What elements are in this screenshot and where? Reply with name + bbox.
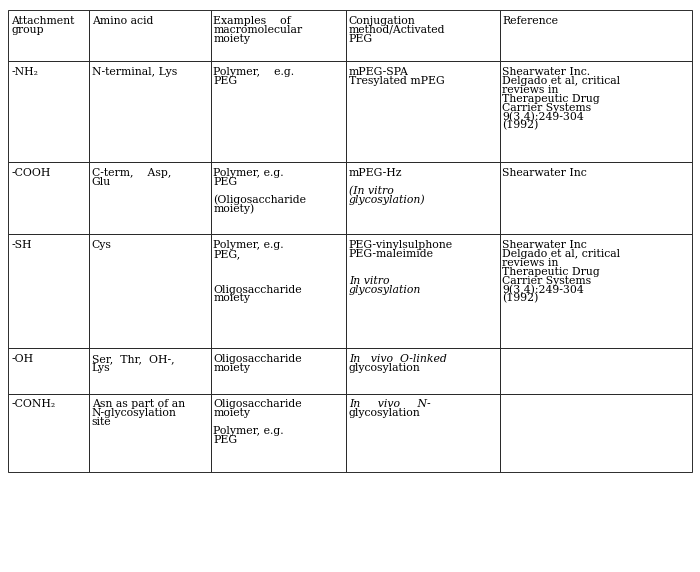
Text: Cys: Cys	[92, 240, 112, 250]
Text: Polymer, e.g.: Polymer, e.g.	[214, 168, 284, 178]
Text: site: site	[92, 417, 111, 427]
Text: PEG: PEG	[214, 76, 237, 86]
Text: -OH: -OH	[11, 354, 34, 364]
Text: moiety: moiety	[214, 408, 251, 418]
Text: macromolecular: macromolecular	[214, 25, 302, 35]
Text: glycosylation: glycosylation	[349, 408, 421, 418]
Bar	[346, 348, 500, 394]
Text: (Oligosaccharide: (Oligosaccharide	[214, 194, 307, 205]
Text: reviews in: reviews in	[503, 258, 559, 268]
Text: Lys: Lys	[92, 363, 111, 373]
Bar	[8, 10, 89, 61]
Bar	[211, 394, 346, 472]
Text: moiety: moiety	[214, 363, 251, 373]
Bar	[500, 10, 692, 61]
Text: PEG: PEG	[214, 177, 237, 187]
Bar	[8, 61, 89, 162]
Text: mPEG-Hz: mPEG-Hz	[349, 168, 402, 178]
Bar	[500, 348, 692, 394]
Text: (1992): (1992)	[503, 293, 539, 304]
Text: Amino acid: Amino acid	[92, 16, 153, 26]
Text: Therapeutic Drug: Therapeutic Drug	[503, 267, 600, 277]
Text: C-term,    Asp,: C-term, Asp,	[92, 168, 172, 178]
Text: N-terminal, Lys: N-terminal, Lys	[92, 67, 177, 77]
Bar	[211, 10, 346, 61]
Bar	[89, 348, 211, 394]
Bar	[89, 235, 211, 348]
Text: glycosylation): glycosylation)	[349, 194, 426, 205]
Bar	[500, 235, 692, 348]
Text: 9(3,4):249-304: 9(3,4):249-304	[503, 284, 584, 295]
Text: -COOH: -COOH	[11, 168, 50, 178]
Text: Examples    of: Examples of	[214, 16, 291, 26]
Text: moiety): moiety)	[214, 204, 255, 214]
Text: PEG-maleimide: PEG-maleimide	[349, 249, 434, 259]
Text: Shearwater Inc.: Shearwater Inc.	[503, 67, 591, 77]
Bar	[346, 162, 500, 235]
Text: Attachment: Attachment	[11, 16, 75, 26]
Bar	[211, 348, 346, 394]
Text: Polymer, e.g.: Polymer, e.g.	[214, 240, 284, 250]
Bar	[89, 162, 211, 235]
Bar	[211, 61, 346, 162]
Text: Tresylated mPEG: Tresylated mPEG	[349, 76, 444, 86]
Text: reviews in: reviews in	[503, 85, 559, 95]
Text: Conjugation: Conjugation	[349, 16, 416, 26]
Text: PEG: PEG	[214, 435, 237, 445]
Bar	[346, 394, 500, 472]
Bar	[8, 235, 89, 348]
Bar	[346, 235, 500, 348]
Text: Delgado et al, critical: Delgado et al, critical	[503, 249, 620, 259]
Bar	[500, 61, 692, 162]
Text: Therapeutic Drug: Therapeutic Drug	[503, 94, 600, 104]
Text: Shearwater Inc: Shearwater Inc	[503, 168, 587, 178]
Text: moiety: moiety	[214, 293, 251, 303]
Bar	[211, 162, 346, 235]
Text: Asn as part of an: Asn as part of an	[92, 399, 185, 410]
Text: method/Activated: method/Activated	[349, 25, 445, 35]
Text: Reference: Reference	[503, 16, 559, 26]
Bar	[89, 394, 211, 472]
Text: (In vitro: (In vitro	[349, 186, 393, 196]
Text: Polymer,    e.g.: Polymer, e.g.	[214, 67, 295, 77]
Text: Oligosaccharide: Oligosaccharide	[214, 354, 302, 364]
Bar	[211, 235, 346, 348]
Text: glycosylation: glycosylation	[349, 363, 421, 373]
Text: Shearwater Inc: Shearwater Inc	[503, 240, 587, 250]
Bar	[89, 10, 211, 61]
Bar	[8, 162, 89, 235]
Bar	[89, 61, 211, 162]
Text: Delgado et al, critical: Delgado et al, critical	[503, 76, 620, 86]
Bar	[500, 162, 692, 235]
Text: moiety: moiety	[214, 34, 251, 43]
Bar	[8, 394, 89, 472]
Text: Polymer, e.g.: Polymer, e.g.	[214, 426, 284, 436]
Text: In     vivo     N-: In vivo N-	[349, 399, 430, 410]
Bar	[500, 394, 692, 472]
Bar	[8, 348, 89, 394]
Text: Glu: Glu	[92, 177, 111, 187]
Text: Ser,  Thr,  OH-,: Ser, Thr, OH-,	[92, 354, 174, 364]
Text: -SH: -SH	[11, 240, 32, 250]
Text: -CONH₂: -CONH₂	[11, 399, 55, 410]
Text: PEG,: PEG,	[214, 249, 241, 259]
Text: In   vivo  O-linked: In vivo O-linked	[349, 354, 447, 364]
Text: Carrier Systems: Carrier Systems	[503, 102, 592, 113]
Bar	[346, 10, 500, 61]
Text: N-glycosylation: N-glycosylation	[92, 408, 176, 418]
Text: mPEG-SPA: mPEG-SPA	[349, 67, 409, 77]
Text: (1992): (1992)	[503, 120, 539, 130]
Text: group: group	[11, 25, 44, 35]
Text: PEG: PEG	[349, 34, 373, 43]
Text: Oligosaccharide: Oligosaccharide	[214, 284, 302, 295]
Text: Oligosaccharide: Oligosaccharide	[214, 399, 302, 410]
Bar	[346, 61, 500, 162]
Text: In vitro: In vitro	[349, 276, 389, 285]
Text: Carrier Systems: Carrier Systems	[503, 276, 592, 285]
Text: -NH₂: -NH₂	[11, 67, 38, 77]
Text: glycosylation: glycosylation	[349, 284, 421, 295]
Text: PEG-vinylsulphone: PEG-vinylsulphone	[349, 240, 453, 250]
Text: 9(3,4):249-304: 9(3,4):249-304	[503, 112, 584, 122]
